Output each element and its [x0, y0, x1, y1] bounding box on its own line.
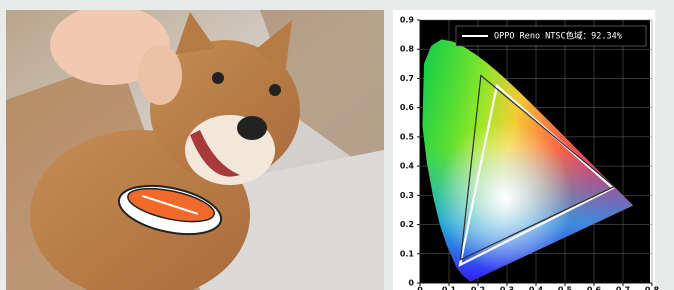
y-tick-label: 0.5 — [400, 132, 415, 141]
y-tick-label: 0.7 — [400, 74, 414, 83]
y-tick-label: 0.2 — [400, 220, 414, 229]
y-tick-label: 0.9 — [400, 16, 415, 25]
x-tick-label: 0.6 — [587, 286, 602, 290]
x-tick-label: 0.3 — [500, 286, 514, 290]
y-tick-label: 0.1 — [400, 249, 415, 258]
screenshot: OPPO Reno NTSC色域：92.34% 0 0.1 0.2 0.3 0.4 0.5… — [0, 0, 674, 290]
y-tick-label: 0 — [408, 279, 414, 288]
y-tick-label: 0.3 — [400, 191, 414, 200]
x-tick-label: 0.7 — [616, 286, 630, 290]
x-tick-label: 0.2 — [471, 286, 485, 290]
x-tick-label: 0.8 — [645, 286, 660, 290]
y-tick-label: 0.4 — [400, 162, 415, 171]
x-tick-label: 0.1 — [442, 286, 457, 290]
x-tick-label: 0 — [417, 286, 423, 290]
page: {"chart_data": {"type": "line", "xlim": … — [0, 0, 674, 290]
y-tick-label: 0.6 — [400, 103, 415, 112]
photo — [6, 5, 384, 290]
y-tick-label: 0.8 — [400, 45, 415, 54]
legend-label: OPPO Reno NTSC色域：92.34% — [494, 31, 622, 42]
x-tick-label: 0.4 — [529, 286, 544, 290]
x-tick-label: 0.5 — [558, 286, 573, 290]
